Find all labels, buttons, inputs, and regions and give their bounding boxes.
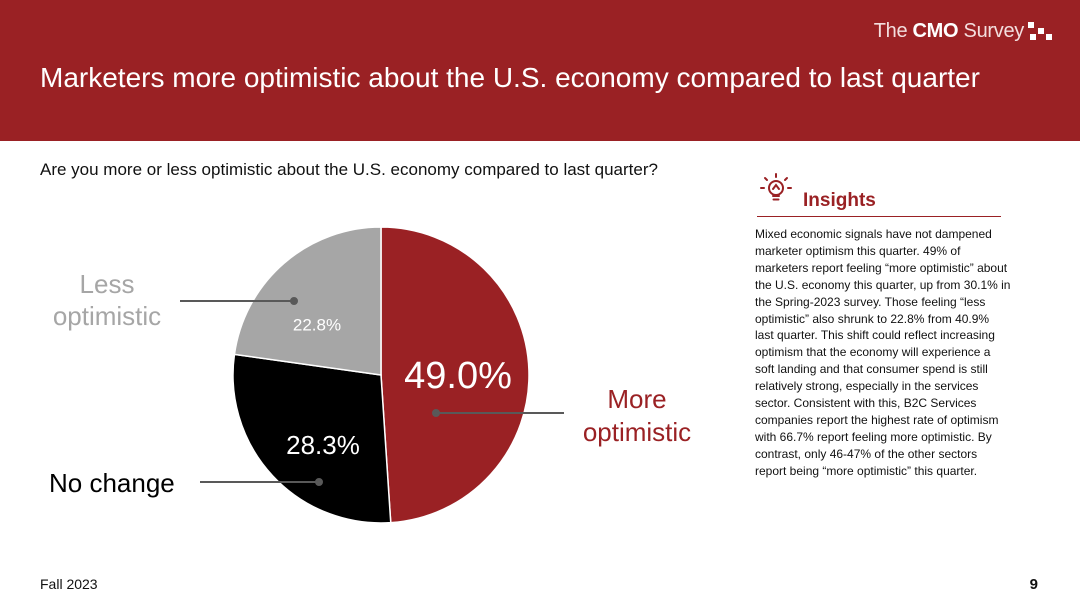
survey-question: Are you more or less optimistic about th…: [40, 160, 658, 179]
more-line1: More: [607, 384, 667, 414]
lightbulb-icon: [760, 173, 792, 201]
less-line1: Less: [79, 269, 135, 299]
pie-slice-more-optimistic: [380, 226, 530, 524]
less-line2: optimistic: [52, 301, 162, 331]
leader-dot-less: [290, 297, 298, 305]
data-label-less-optimistic: 22.8%: [293, 315, 341, 334]
more-line2: optimistic: [582, 417, 692, 447]
brand-prefix: The: [873, 20, 913, 42]
pie-slice-no-change: [232, 353, 392, 524]
legend-label-more-optimistic: More optimistic: [575, 383, 699, 449]
page-number: 9: [1029, 576, 1038, 593]
pie-chart: 49.0% 28.3% 22.8%: [180, 226, 564, 524]
data-label-no-change: 28.3%: [286, 430, 360, 460]
legend-label-no-change: No change: [49, 468, 175, 498]
legend-label-less-optimistic: Less optimistic: [44, 268, 170, 332]
leader-dot-more: [432, 409, 440, 417]
footer-date: Fall 2023: [40, 576, 98, 592]
brand-bold: CMO: [912, 20, 959, 42]
pie-slice-less-optimistic: [233, 226, 382, 376]
brand-suffix: Survey: [958, 20, 1025, 42]
header-banner: The CMO Survey Marketers more optimistic…: [0, 0, 1080, 141]
slide-title: Marketers more optimistic about the U.S.…: [40, 62, 980, 93]
insights-title: Insights: [803, 190, 876, 211]
insights-header: Insights: [757, 172, 1001, 217]
data-label-more-optimistic: 49.0%: [404, 355, 512, 397]
brand-logo: The CMO Survey: [873, 20, 1025, 43]
brand-mark-icon: [1024, 20, 1056, 42]
leader-dot-nochange: [315, 478, 323, 486]
insights-text: Mixed economic signals have not dampened…: [755, 227, 1011, 478]
